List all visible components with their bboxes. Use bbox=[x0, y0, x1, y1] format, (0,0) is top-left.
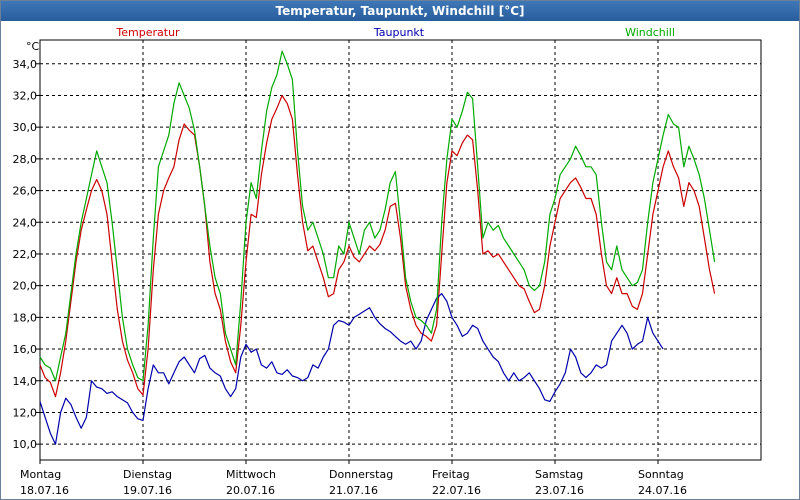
x-tick-date-label: 18.07.16 bbox=[20, 484, 69, 497]
x-tick-date-label: 22.07.16 bbox=[432, 484, 481, 497]
x-tick-day-label: Dienstag bbox=[123, 468, 172, 481]
x-tick-day-label: Freitag bbox=[432, 468, 470, 481]
y-tick-label: 20,0 bbox=[13, 280, 38, 293]
x-tick-date-label: 19.07.16 bbox=[123, 484, 172, 497]
x-tick-day-label: Montag bbox=[20, 468, 61, 481]
x-tick-date-label: 24.07.16 bbox=[638, 484, 687, 497]
series-lines bbox=[39, 50, 716, 445]
y-axis-ticks: 10,0 12,0 14,0 16,0 18,0 20,0 22,0 24,0 26,0 28,0… bbox=[13, 58, 40, 451]
y-tick-label: 26,0 bbox=[13, 185, 38, 198]
y-tick-label: 16,0 bbox=[13, 343, 38, 356]
plot-area bbox=[39, 39, 762, 461]
series-line-temperatur bbox=[39, 94, 716, 398]
y-tick-label: 32,0 bbox=[13, 89, 38, 102]
series-line-taupunkt bbox=[39, 293, 664, 445]
y-tick-label: 12,0 bbox=[13, 406, 38, 419]
x-tick-day-label: Donnerstag bbox=[329, 468, 393, 481]
grid-lines bbox=[40, 40, 761, 460]
y-tick-label: 30,0 bbox=[13, 121, 38, 134]
x-tick-date-label: 21.07.16 bbox=[329, 484, 378, 497]
legend-entry-taupunkt: Taupunkt bbox=[373, 26, 425, 39]
y-tick-label: 34,0 bbox=[13, 58, 38, 71]
y-tick-label: 14,0 bbox=[13, 375, 38, 388]
x-tick-day-label: Mittwoch bbox=[226, 468, 276, 481]
x-tick-day-label: Sonntag bbox=[638, 468, 684, 481]
legend-entry-windchill: Windchill bbox=[625, 26, 675, 39]
x-axis-ticks: Montag 18.07.16 Dienstag 19.07.16 Mittwoch 20… bbox=[20, 460, 687, 497]
legend: Temperatur Taupunkt Windchill bbox=[115, 26, 675, 39]
x-tick-date-label: 23.07.16 bbox=[535, 484, 584, 497]
y-axis-unit-label: °C bbox=[26, 40, 40, 53]
y-tick-label: 22,0 bbox=[13, 248, 38, 261]
x-tick-date-label: 20.07.16 bbox=[226, 484, 275, 497]
x-tick-day-label: Samstag bbox=[535, 468, 583, 481]
legend-entry-temperatur: Temperatur bbox=[115, 26, 180, 39]
y-tick-label: 10,0 bbox=[13, 438, 38, 451]
y-tick-label: 18,0 bbox=[13, 311, 38, 324]
y-tick-label: 24,0 bbox=[13, 216, 38, 229]
y-tick-label: 28,0 bbox=[13, 153, 38, 166]
series-line-windchill bbox=[39, 50, 716, 382]
window-title: Temperatur, Taupunkt, Windchill [°C] bbox=[1, 1, 799, 21]
